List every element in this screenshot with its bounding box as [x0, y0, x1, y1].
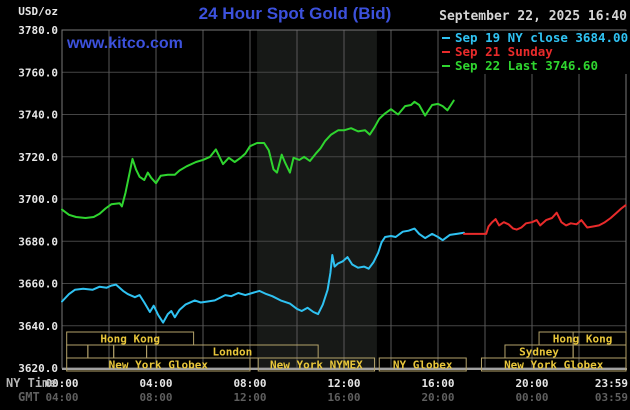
session-label: New York NYMEX — [270, 359, 363, 372]
y-axis-units-label: USD/oz — [18, 5, 58, 18]
y-tick-label: 3720.0 — [18, 151, 58, 164]
price-line — [61, 99, 455, 219]
y-tick-label: 3700.0 — [18, 193, 58, 206]
legend-label: Sep 19 NY close 3684.00 — [455, 30, 629, 45]
legend-dash-icon — [442, 51, 450, 53]
legend-item-sep21: Sep 21 Sunday — [439, 45, 628, 59]
datetime-label: September 22, 2025 16:40 — [439, 9, 627, 24]
x-tick-gmt: 04:00 — [45, 391, 78, 404]
x-tick-ny-time: 00:00 — [45, 377, 78, 390]
session-box — [87, 344, 115, 359]
x-axis-row1-label: NY Time — [6, 376, 57, 390]
legend-dash-icon — [442, 37, 450, 39]
session-box — [572, 344, 627, 359]
x-tick-ny-time: 20:00 — [515, 377, 548, 390]
session-label: Hong Kong — [553, 333, 613, 346]
x-tick-ny-time: 23:59 — [595, 377, 628, 390]
y-tick-label: 3760.0 — [18, 66, 58, 79]
x-tick-gmt: 00:00 — [515, 391, 548, 404]
session-box — [113, 344, 148, 359]
legend-label: Sep 21 Sunday — [455, 44, 553, 59]
session-label: Sydney — [519, 346, 559, 359]
legend-dash-icon — [442, 65, 450, 67]
x-tick-gmt: 20:00 — [421, 391, 454, 404]
page-title: 24 Hour Spot Gold (Bid) — [198, 4, 392, 23]
session-box — [66, 344, 89, 359]
session-label: New York Globex — [109, 359, 209, 372]
session-label: New York Globex — [504, 359, 604, 372]
session-box — [257, 357, 376, 372]
session-box — [66, 357, 251, 372]
legend-item-sep19: Sep 19 NY close 3684.00 — [439, 31, 628, 45]
y-tick-label: 3660.0 — [18, 278, 58, 291]
y-tick-label: 3680.0 — [18, 235, 58, 248]
legend-label: Sep 22 Last 3746.60 — [455, 58, 598, 73]
session-label: NY Globex — [393, 359, 453, 372]
x-tick-gmt: 03:59 — [595, 391, 628, 404]
x-tick-gmt: 08:00 — [139, 391, 172, 404]
legend: Sep 19 NY close 3684.00 Sep 21 Sunday Se… — [439, 31, 628, 74]
legend-item-sep22: Sep 22 Last 3746.60 — [439, 59, 628, 73]
x-tick-ny-time: 16:00 — [421, 377, 454, 390]
y-tick-label: 3640.0 — [18, 320, 58, 333]
y-tick-label: 3620.0 — [18, 362, 58, 375]
y-tick-label: 3740.0 — [18, 109, 58, 122]
session-label: London — [213, 346, 253, 359]
session-label: Hong Kong — [100, 333, 160, 346]
price-line — [462, 204, 627, 235]
x-tick-ny-time: 04:00 — [139, 377, 172, 390]
x-tick-ny-time: 08:00 — [233, 377, 266, 390]
session-box — [378, 357, 467, 372]
x-tick-gmt: 12:00 — [233, 391, 266, 404]
y-tick-label: 3780.0 — [18, 24, 58, 37]
session-box — [480, 357, 627, 372]
x-axis-row2-label: GMT — [18, 390, 40, 404]
price-line — [61, 227, 465, 324]
kitco-watermark-link[interactable]: www.kitco.com — [67, 35, 183, 52]
x-tick-ny-time: 12:00 — [327, 377, 360, 390]
x-tick-gmt: 16:00 — [327, 391, 360, 404]
